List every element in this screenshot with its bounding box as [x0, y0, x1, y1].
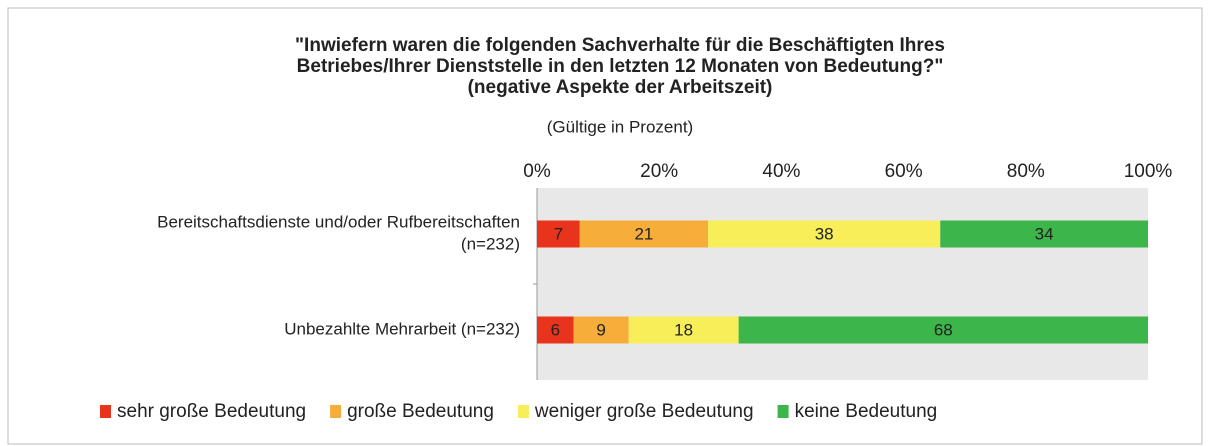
- y-tick-label: Unbezahlte Mehrarbeit (n=232): [284, 319, 520, 338]
- legend-swatch: [330, 405, 342, 418]
- data-label: 21: [634, 224, 653, 243]
- data-label: 6: [551, 320, 560, 339]
- bar-segment: [579, 220, 709, 248]
- x-tick-label: 40%: [762, 161, 800, 182]
- data-label: 9: [596, 320, 605, 339]
- legend-label: keine Bedeutung: [795, 401, 938, 422]
- x-tick-label: 20%: [640, 161, 678, 182]
- data-label: 18: [674, 320, 693, 339]
- chart-title: Betriebes/Ihrer Dienststelle in den letz…: [297, 56, 944, 77]
- x-tick-label: 80%: [1007, 161, 1045, 182]
- chart-title: (negative Aspekte der Arbeitszeit): [468, 77, 773, 98]
- x-tick-label: 60%: [885, 161, 923, 182]
- chart-subtitle: (Gültige in Prozent): [547, 117, 693, 136]
- chart-title: "Inwiefern waren die folgenden Sachverha…: [295, 35, 945, 56]
- data-label: 34: [1035, 224, 1054, 243]
- legend-swatch: [517, 405, 529, 418]
- y-tick-label: (n=232): [461, 234, 520, 253]
- bar-segment: [708, 220, 941, 248]
- chart-border: [7, 7, 1203, 445]
- legend-label: sehr große Bedeutung: [117, 401, 306, 422]
- data-label: 38: [815, 224, 834, 243]
- legend-label: große Bedeutung: [347, 401, 494, 422]
- bar-segment: [537, 316, 574, 344]
- bar-segment: [940, 220, 1148, 248]
- bar-segment: [537, 220, 580, 248]
- plot-area: [537, 188, 1148, 380]
- legend-swatch: [100, 405, 111, 418]
- y-tick-label: Bereitschaftsdienste und/oder Rufbereits…: [157, 212, 520, 231]
- data-label: 7: [554, 224, 563, 243]
- bar-segment: [738, 316, 1148, 344]
- legend-swatch: [777, 405, 789, 418]
- x-tick-label: 100%: [1124, 161, 1173, 182]
- x-tick-label: 0%: [523, 161, 551, 182]
- bar-segment: [628, 316, 739, 344]
- data-label: 68: [934, 320, 953, 339]
- bar-segment: [573, 316, 629, 344]
- legend-label: weniger große Bedeutung: [534, 401, 754, 422]
